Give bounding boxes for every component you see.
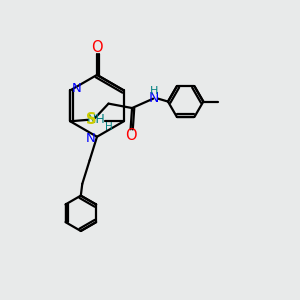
Text: H: H <box>106 122 113 132</box>
Text: N: N <box>85 132 95 145</box>
Text: N: N <box>149 91 159 105</box>
Text: N: N <box>72 82 82 95</box>
Text: S: S <box>86 112 97 127</box>
Text: O: O <box>91 40 103 55</box>
Text: O: O <box>125 128 136 142</box>
Text: NH: NH <box>87 113 106 126</box>
Text: H: H <box>150 86 158 96</box>
